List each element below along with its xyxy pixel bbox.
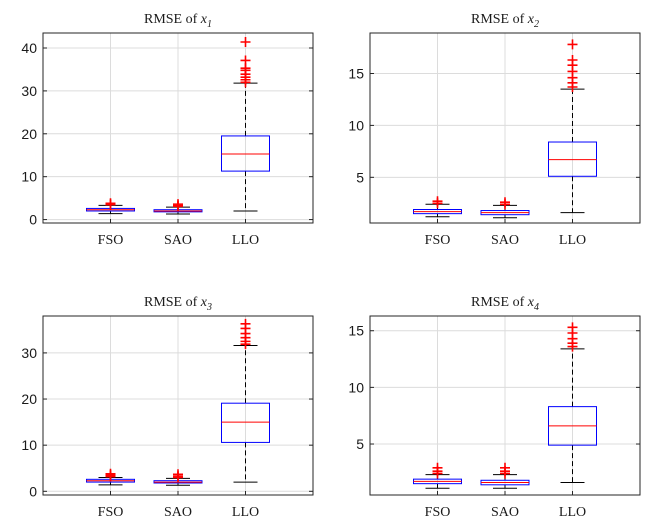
chart-title-text: RMSE of <box>144 295 201 310</box>
y-tick-label: 10 <box>21 169 37 185</box>
box-llo <box>221 37 270 212</box>
chart-title-variable: x <box>200 12 208 27</box>
outlier-marker <box>240 318 251 329</box>
x-tick-label-fso: FSO <box>425 505 451 520</box>
y-tick-label: 30 <box>21 83 37 99</box>
y-tick-label: 10 <box>348 379 364 395</box>
y-tick-label: 10 <box>348 117 364 133</box>
y-tick-label: 15 <box>348 65 364 81</box>
y-tick-label: 5 <box>356 169 364 185</box>
chart-title-variable: x <box>200 295 208 310</box>
x-tick-label-sao: SAO <box>491 233 519 248</box>
x-tick-label-llo: LLO <box>559 505 586 520</box>
box-llo <box>221 318 270 483</box>
box-iqr <box>221 402 270 443</box>
outlier-marker <box>173 199 183 210</box>
x-tick-label-fso: FSO <box>425 233 451 248</box>
outlier-marker <box>173 469 183 480</box>
box-sao <box>480 462 530 489</box>
x-tick-label-fso: FSO <box>98 233 124 248</box>
chart-title: RMSE of x3 <box>144 295 212 313</box>
chart-title-variable: x <box>527 12 535 27</box>
chart-title: RMSE of x2 <box>471 12 539 30</box>
box-fso <box>86 198 135 215</box>
y-tick-label: 0 <box>29 483 37 499</box>
chart-title-subscript: 4 <box>534 302 539 313</box>
box-iqr <box>548 141 597 177</box>
chart-panel-2: 5 10 15 FSO SAO LLO RMSE of x2 <box>348 12 641 248</box>
box-fso <box>413 196 462 218</box>
outlier-marker <box>432 462 443 473</box>
x-tick-label-sao: SAO <box>164 505 192 520</box>
outlier-marker <box>240 37 251 48</box>
y-tick-label: 15 <box>348 323 364 339</box>
chart-title: RMSE of x4 <box>471 295 539 313</box>
x-tick-label-llo: LLO <box>232 233 259 248</box>
chart-title-text: RMSE of <box>471 295 528 310</box>
box-llo <box>548 322 597 484</box>
outlier-marker <box>500 462 510 473</box>
outlier-marker <box>105 198 116 209</box>
outlier-marker <box>240 55 251 66</box>
box-fso <box>86 468 135 486</box>
x-tick-label-llo: LLO <box>559 233 586 248</box>
y-tick-label: 10 <box>21 437 37 453</box>
y-tick-label: 20 <box>21 126 37 142</box>
chart-title-text: RMSE of <box>144 12 201 27</box>
chart-panel-1: 0 10 20 30 40 FSO SAO LLO RMSE of x1 <box>21 12 314 248</box>
x-tick-label-sao: SAO <box>164 233 192 248</box>
y-tick-label: 40 <box>21 40 37 56</box>
y-tick-label: 5 <box>356 436 364 452</box>
outlier-marker <box>567 54 578 65</box>
outlier-marker <box>567 322 578 333</box>
box-sao <box>153 469 203 486</box>
box-sao <box>480 197 530 219</box>
chart-title: RMSE of x1 <box>144 12 212 30</box>
box-sao <box>153 199 203 215</box>
x-tick-label-fso: FSO <box>98 505 124 520</box>
y-tick-label: 0 <box>29 212 37 228</box>
y-tick-label: 30 <box>21 345 37 361</box>
chart-panel-3: 0 10 20 30 FSO SAO LLO RMSE of x3 <box>21 295 314 520</box>
x-tick-label-sao: SAO <box>491 505 519 520</box>
chart-title-subscript: 3 <box>206 302 212 313</box>
outlier-marker <box>105 468 116 479</box>
chart-title-subscript: 1 <box>207 19 212 30</box>
chart-title-subscript: 2 <box>534 19 539 30</box>
box-fso <box>413 462 462 489</box>
outlier-marker <box>432 196 443 207</box>
chart-title-variable: x <box>527 295 535 310</box>
chart-title-text: RMSE of <box>471 12 528 27</box>
outlier-marker <box>500 197 510 208</box>
chart-panel-4: 5 10 15 FSO SAO LLO RMSE of x4 <box>348 295 641 520</box>
y-tick-label: 20 <box>21 391 37 407</box>
outlier-marker <box>567 39 578 50</box>
x-tick-label-llo: LLO <box>232 505 259 520</box>
box-llo <box>548 39 597 214</box>
